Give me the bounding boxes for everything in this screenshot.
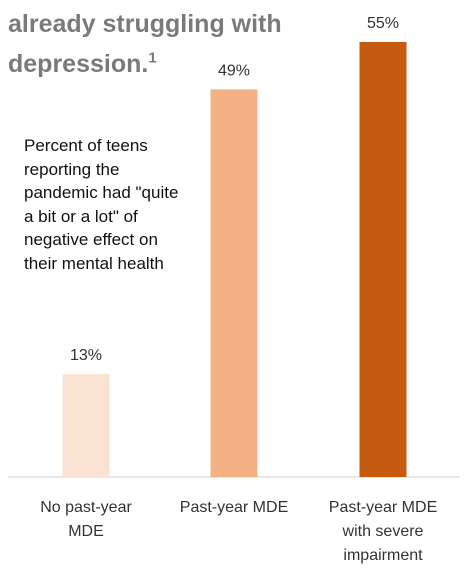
- footnote-marker: 1: [148, 49, 157, 67]
- category-label-line: No past-year: [40, 499, 132, 516]
- category-label-line: Past-year MDE: [180, 499, 288, 516]
- data-label-1: 13%: [70, 347, 102, 364]
- data-label-3: 55%: [367, 15, 399, 32]
- category-label-line: with severe: [342, 523, 424, 540]
- category-label-2: Past-year MDE: [180, 499, 288, 516]
- chart-title-line2: depression.: [8, 50, 149, 78]
- category-label-1: No past-year MDE: [40, 499, 132, 540]
- category-label-3: Past-year MDE with severe impairment: [329, 499, 437, 564]
- chart-annotation: Percent of teens reporting the pandemic …: [24, 136, 179, 273]
- category-label-line: impairment: [343, 547, 423, 564]
- bar-3: [359, 42, 407, 477]
- bar-1: [62, 374, 110, 477]
- bar-2: [210, 89, 258, 478]
- data-label-2: 49%: [218, 62, 250, 79]
- category-label-line: Past-year MDE: [329, 499, 437, 516]
- chart-title-line1: already struggling with: [8, 10, 282, 38]
- category-label-line: MDE: [68, 523, 104, 540]
- chart-title: already struggling with depression.1: [8, 4, 328, 84]
